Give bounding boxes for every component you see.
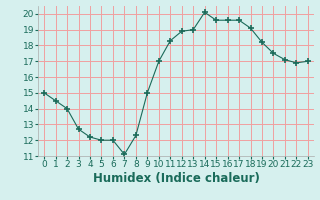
X-axis label: Humidex (Indice chaleur): Humidex (Indice chaleur) bbox=[92, 172, 260, 185]
